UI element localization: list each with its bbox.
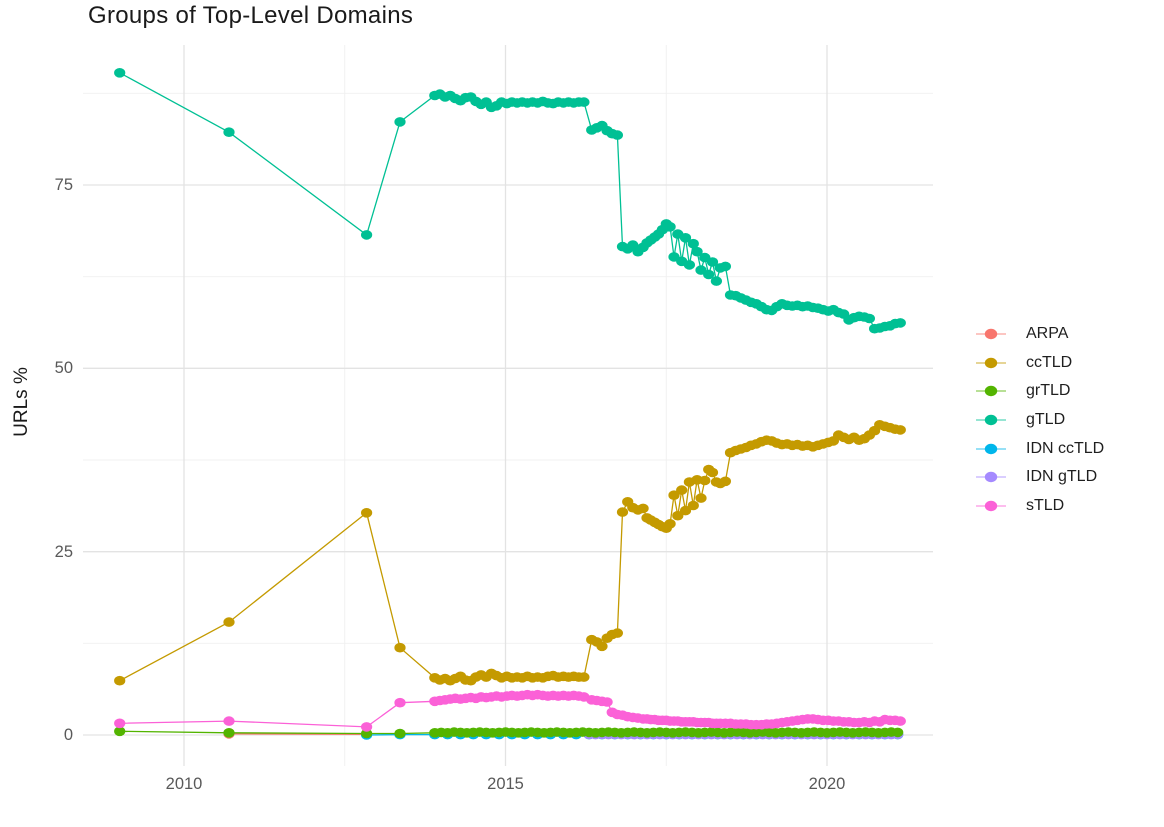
x-tick-label: 2010 — [165, 775, 203, 793]
data-point — [611, 628, 624, 638]
data-point — [114, 726, 126, 737]
data-point — [664, 222, 676, 232]
data-point — [223, 617, 235, 627]
y-tick-label: 75 — [54, 176, 73, 194]
data-point — [394, 642, 406, 653]
data-point — [223, 728, 235, 738]
data-point — [699, 475, 711, 486]
data-point — [863, 313, 876, 324]
data-point — [679, 505, 692, 516]
data-point — [719, 476, 732, 487]
legend-item-gtld: gTLD — [976, 406, 1104, 435]
data-point — [611, 130, 624, 140]
data-point — [596, 641, 608, 652]
series-ccTLD — [114, 420, 906, 686]
data-point — [892, 727, 904, 738]
legend-item-stld: sTLD — [976, 492, 1104, 521]
legend-key-icon — [976, 329, 1006, 340]
data-point — [361, 508, 373, 518]
legend-key-icon — [976, 472, 1006, 483]
legend-label: IDN gTLD — [1026, 468, 1098, 486]
data-point — [223, 716, 235, 726]
legend-item-arpa: ARPA — [976, 320, 1104, 349]
series-grTLD — [114, 726, 904, 739]
data-point — [894, 425, 906, 435]
series-gTLD — [114, 68, 906, 334]
data-point — [894, 318, 906, 328]
legend-item-cctld: ccTLD — [976, 349, 1104, 378]
legend-key-icon — [976, 500, 1006, 512]
legend: ARPA ccTLD grTLD gTLD IDN ccTLD IDN gTLD sTLD — [976, 320, 1104, 520]
data-point — [676, 485, 688, 495]
legend-label: ccTLD — [1026, 353, 1073, 371]
data-point — [637, 503, 649, 514]
x-tick-label: 2015 — [487, 775, 524, 793]
data-point — [719, 261, 732, 272]
legend-label: sTLD — [1026, 496, 1065, 514]
data-point — [672, 510, 684, 521]
data-point — [114, 675, 126, 686]
chart-title: Groups of Top-Level Domains — [88, 2, 414, 29]
data-point — [706, 257, 719, 267]
legend-item-idn-gtld: IDN gTLD — [976, 463, 1104, 492]
y-tick-label: 0 — [63, 726, 73, 744]
data-point — [687, 500, 699, 511]
data-point — [703, 269, 715, 280]
series-line — [119, 72, 901, 330]
data-point — [394, 697, 406, 708]
data-point — [664, 519, 676, 529]
data-point — [706, 467, 719, 478]
data-point — [695, 493, 707, 503]
data-point — [394, 117, 406, 127]
data-point — [578, 97, 590, 107]
data-point — [223, 127, 235, 137]
data-point — [578, 672, 590, 682]
series-ARPA — [223, 729, 373, 740]
legend-item-grtld: grTLD — [976, 377, 1104, 406]
data-point — [616, 507, 629, 517]
data-point — [114, 68, 126, 78]
x-tick-label: 2020 — [808, 775, 846, 793]
legend-label: grTLD — [1026, 382, 1071, 400]
grid-minor — [83, 45, 933, 766]
legend-label: IDN ccTLD — [1026, 439, 1105, 457]
data-point — [687, 238, 699, 249]
data-point — [601, 697, 613, 707]
series-line — [119, 424, 901, 682]
legend-label: ARPA — [1026, 325, 1069, 343]
legend-item-idn-cctld: IDN ccTLD — [976, 434, 1104, 463]
legend-key-icon — [976, 357, 1006, 369]
legend-key-icon — [976, 414, 1006, 426]
data-point — [361, 722, 373, 732]
legend-key-icon — [976, 443, 1006, 454]
data-point — [394, 728, 406, 739]
data-point — [114, 718, 126, 729]
legend-label: gTLD — [1026, 411, 1066, 429]
series-sTLD — [114, 689, 906, 732]
data-point — [894, 716, 906, 726]
grid-major — [83, 45, 933, 766]
data-point — [361, 230, 373, 240]
data-point — [691, 246, 703, 257]
data-point — [361, 728, 373, 739]
data-point — [710, 276, 723, 286]
legend-key-icon — [976, 386, 1006, 397]
y-tick-label: 50 — [54, 359, 73, 378]
data-point — [679, 233, 692, 243]
y-tick-label: 25 — [54, 542, 73, 561]
data-point — [683, 260, 696, 270]
data-point — [668, 490, 680, 501]
